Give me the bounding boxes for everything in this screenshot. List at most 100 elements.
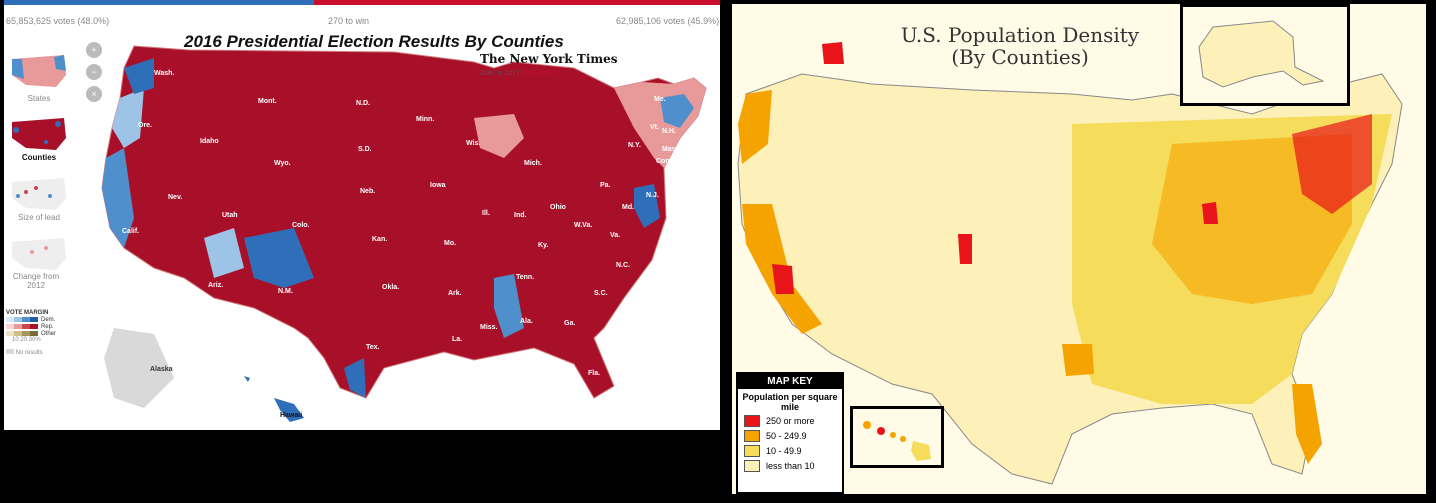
state-label: N.M.	[278, 288, 293, 295]
reset-icon[interactable]: ×	[86, 86, 102, 102]
publish-date: AUG. 9, 2017, 9:00 AM ET	[480, 70, 557, 77]
state-label: Colo.	[292, 222, 310, 229]
view-thumb-counties[interactable]	[6, 108, 70, 156]
state-label: Minn.	[416, 116, 435, 123]
legend-swatch	[22, 317, 30, 322]
legend-row-label: Rep.	[41, 324, 54, 330]
state-label: N.J.	[646, 192, 659, 199]
legend-title: VOTE MARGIN	[6, 310, 49, 316]
legend-swatch	[6, 331, 14, 336]
key-swatch	[744, 415, 760, 427]
state-label: Ky.	[538, 242, 549, 249]
legend-swatch	[30, 331, 38, 336]
key-item-label: 50 - 249.9	[766, 431, 807, 441]
key-swatch	[744, 445, 760, 457]
zoom-out-icon[interactable]: −	[86, 64, 102, 80]
state-label: Utah	[222, 212, 238, 219]
key-subtitle: Population per square mile	[742, 392, 838, 412]
hawaii-shape	[863, 421, 931, 461]
density-map-panel: U.S. Population Density (By Counties) MA…	[732, 4, 1426, 494]
state-label: N.Y.	[628, 142, 641, 149]
key-item: 250 or more	[744, 415, 836, 427]
state-label: Fla.	[588, 370, 601, 377]
state-label: Wyo.	[274, 160, 291, 167]
key-item: 50 - 249.9	[744, 430, 836, 442]
legend-swatch	[14, 317, 22, 322]
state-label: Neb.	[360, 188, 376, 195]
state-label: Iowa	[430, 182, 446, 189]
state-label: Ala.	[520, 318, 533, 325]
legend-swatch	[22, 331, 30, 336]
legend-swatch	[6, 317, 14, 322]
state-label: Nev.	[168, 194, 183, 201]
legend-no-results: No results	[6, 349, 56, 356]
density-map-key: MAP KEY Population per square mile 250 o…	[736, 372, 844, 494]
dem-votes: 65,853,625 votes (48.0%)	[6, 16, 110, 26]
state-label: Ga.	[564, 320, 576, 327]
view-label-counties[interactable]: Counties	[21, 153, 57, 162]
state-label: Ohio	[550, 204, 566, 211]
state-label: W.Va.	[574, 222, 593, 229]
alaska-inset	[1180, 4, 1350, 106]
publisher-logo: The New York Times	[480, 52, 618, 66]
legend-swatch	[22, 324, 30, 329]
legend-row-dem: Dem.	[6, 317, 56, 323]
legend-row-label: Other	[41, 331, 57, 337]
key-swatch	[744, 430, 760, 442]
electoral-progress-bar	[4, 0, 720, 12]
rep-votes: 62,985,106 votes (45.9%)	[616, 16, 720, 26]
zoom-in-icon[interactable]: +	[86, 42, 102, 58]
alaska-shape	[1198, 20, 1325, 88]
legend-row-other: Other	[6, 331, 56, 337]
rep-progress	[314, 0, 720, 5]
state-label: Me.	[654, 96, 666, 103]
state-label: Kan.	[372, 236, 388, 243]
view-thumb-states[interactable]	[6, 45, 70, 93]
state-label: N.H.	[662, 128, 676, 135]
state-label: Ind.	[514, 212, 527, 219]
dem-progress	[4, 0, 314, 5]
state-label: Ill.	[482, 210, 490, 217]
legend-swatch	[30, 324, 38, 329]
legend-scale: 10 20 30%	[12, 337, 41, 343]
view-label-change[interactable]: Change from 2012	[12, 272, 60, 290]
key-title: MAP KEY	[738, 374, 842, 389]
state-label: N.C.	[616, 262, 630, 269]
hawaii-shape	[274, 398, 304, 422]
view-thumb-lead[interactable]	[6, 168, 70, 216]
state-label: Mass.	[662, 146, 682, 153]
legend-swatch	[14, 331, 22, 336]
state-label: Okla.	[382, 284, 400, 291]
state-label: N.D.	[356, 100, 370, 107]
key-item-label: less than 10	[766, 461, 815, 471]
state-label: Ore.	[138, 122, 153, 129]
county-election-map	[101, 45, 707, 422]
vote-margin-legend: VOTE MARGIN Dem. Rep. Other 10 20 30% No r…	[6, 310, 56, 356]
state-label: Ark.	[448, 290, 462, 297]
state-label: Miss.	[480, 324, 498, 331]
view-label-states[interactable]: States	[27, 94, 51, 103]
density-map-title: U.S. Population Density (By Counties)	[900, 23, 1140, 69]
population-density-map	[737, 42, 1403, 485]
state-label: S.D.	[358, 146, 372, 153]
state-label: Idaho	[200, 138, 219, 145]
alaska-shape	[104, 328, 174, 408]
state-label: Wis.	[466, 140, 481, 147]
legend-row-rep: Rep.	[6, 324, 56, 330]
hawaii-inset	[850, 406, 944, 468]
state-label: Mich.	[524, 160, 542, 167]
state-label: Wash.	[154, 70, 175, 77]
state-label: Tenn.	[516, 274, 535, 281]
election-map-title: 2016 Presidential Election Results By Co…	[184, 32, 564, 51]
state-label: Vt.	[650, 124, 659, 131]
key-swatch	[744, 460, 760, 472]
view-label-lead[interactable]: Size of lead	[18, 213, 60, 222]
state-label: Calif.	[122, 228, 140, 235]
state-label: Tex.	[366, 344, 380, 351]
state-label: Mo.	[444, 240, 457, 247]
state-label: Alaska	[150, 366, 173, 373]
state-label: Va.	[610, 232, 621, 239]
legend-swatch	[14, 324, 22, 329]
legend-swatch	[6, 324, 14, 329]
view-thumb-change[interactable]	[6, 228, 70, 276]
